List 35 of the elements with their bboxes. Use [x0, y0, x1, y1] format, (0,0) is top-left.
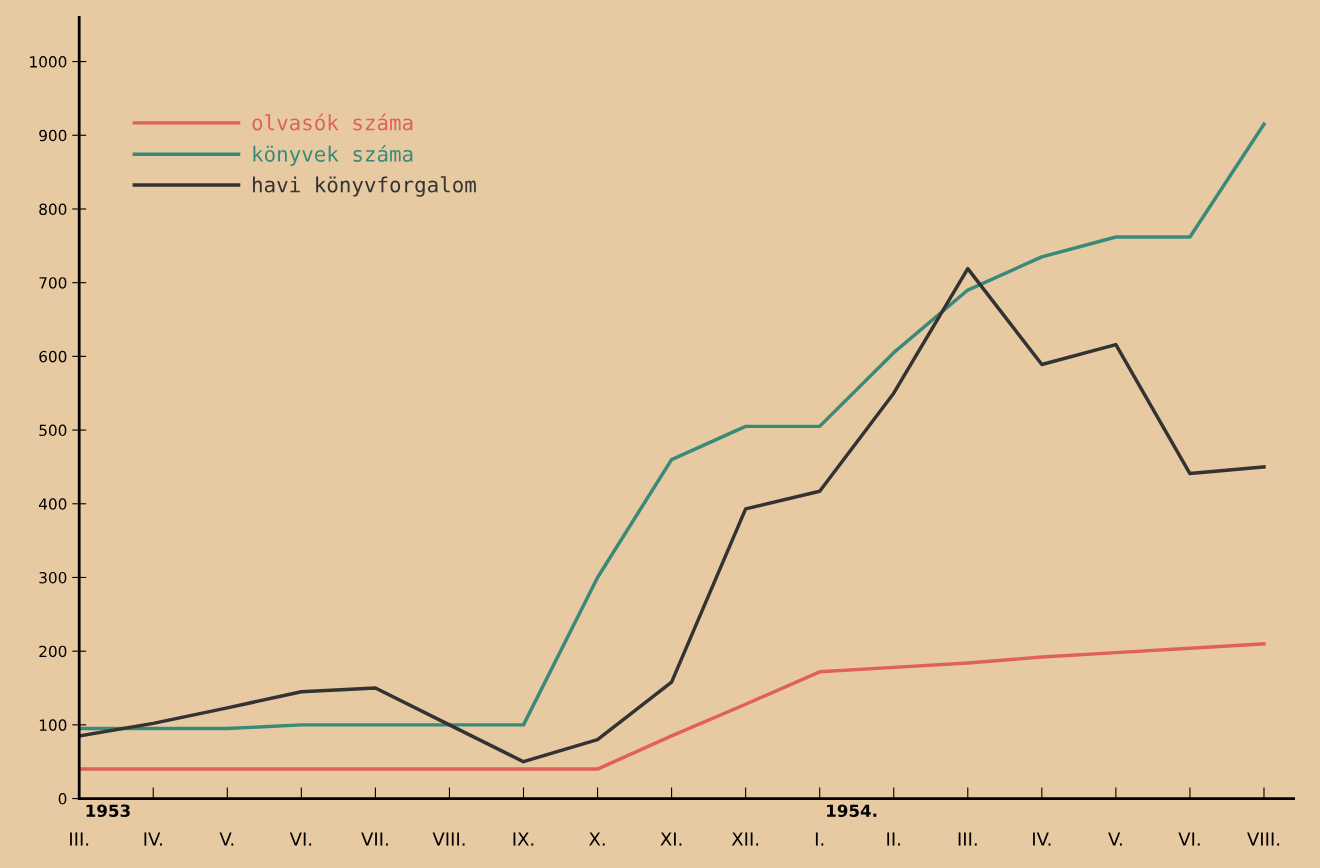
text: könyvek száma	[253, 144, 413, 166]
x-tick-label: IV.	[144, 832, 162, 846]
x-tick-label: IX.	[513, 832, 534, 846]
line-series	[79, 642, 1266, 771]
y-tick-label: 0	[58, 793, 67, 805]
x-tick-label: XII.	[731, 832, 759, 846]
y-tick-label: 500	[39, 424, 67, 437]
y-tick-label: 100	[39, 719, 67, 731]
x-tick-label: V.	[1108, 832, 1122, 846]
y-tick-label: 200	[39, 645, 67, 658]
y-tick-label: 900	[39, 129, 67, 142]
x-tick-label: VIII.	[1247, 832, 1280, 846]
y-tick-label: 800	[39, 203, 67, 215]
x-tick-label: VIII.	[432, 832, 465, 846]
x-tick-label: XI.	[660, 832, 682, 846]
y-tick-label: 700	[39, 277, 67, 289]
text: havi könyvforgalom	[253, 176, 476, 197]
x-tick-label: IV.	[1033, 832, 1051, 846]
y-tick-label: 1000	[30, 56, 67, 68]
x-tick-label: V.	[219, 832, 234, 846]
y-tick-label: 400	[38, 498, 67, 510]
x-tick-label: III.	[70, 832, 89, 846]
y-tick-label: 600	[39, 350, 67, 363]
x-tick-label: I.	[815, 832, 824, 846]
x-tick-label: VI.	[289, 832, 312, 846]
x-tick-label: VI.	[1178, 832, 1200, 846]
text: 1953	[86, 804, 130, 818]
x-tick-label: X.	[589, 832, 605, 846]
x-tick-label: II.	[887, 832, 900, 846]
text: olvasók száma	[252, 113, 413, 131]
x-tick-label: III.	[958, 832, 977, 846]
y-tick-label: 300	[39, 571, 67, 584]
x-tick-label: VII.	[361, 832, 388, 846]
line-series	[79, 266, 1266, 764]
text: 1954.	[827, 804, 877, 818]
